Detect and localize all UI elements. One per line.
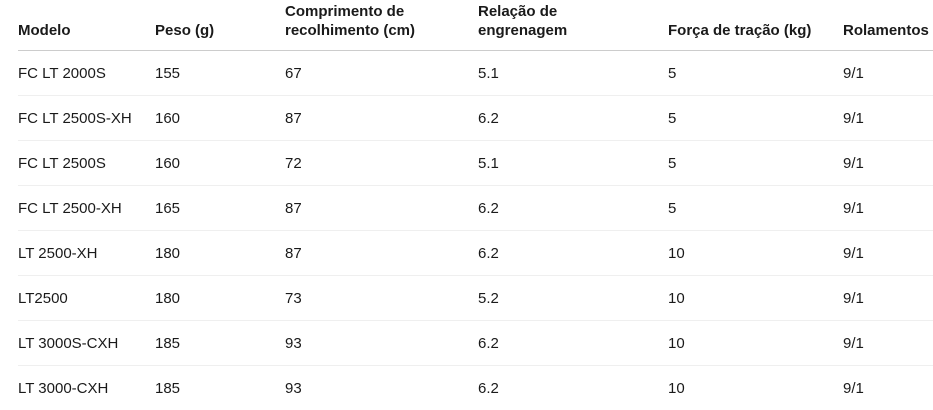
cell-modelo: FC LT 2500-XH — [18, 186, 155, 231]
cell-modelo: LT 2500-XH — [18, 231, 155, 276]
cell-forca: 5 — [668, 141, 843, 186]
cell-rolamentos: 9/1 — [843, 321, 933, 366]
cell-relacao: 5.1 — [478, 141, 668, 186]
cell-forca: 10 — [668, 366, 843, 410]
cell-forca: 10 — [668, 321, 843, 366]
column-header-modelo: Modelo — [18, 0, 155, 51]
table-row: LT 3000-CXH 185 93 6.2 10 9/1 — [18, 366, 933, 410]
column-header-rolamentos: Rolamentos — [843, 0, 933, 51]
cell-rolamentos: 9/1 — [843, 366, 933, 410]
cell-forca: 10 — [668, 276, 843, 321]
cell-peso: 185 — [155, 366, 285, 410]
cell-comprimento: 73 — [285, 276, 478, 321]
cell-peso: 155 — [155, 51, 285, 96]
cell-peso: 160 — [155, 96, 285, 141]
column-header-forca: Força de tração (kg) — [668, 0, 843, 51]
cell-comprimento: 67 — [285, 51, 478, 96]
table-header-row: Modelo Peso (g) Comprimento de recolhime… — [18, 0, 933, 51]
cell-comprimento: 93 — [285, 366, 478, 410]
cell-forca: 5 — [668, 96, 843, 141]
table-row: LT 2500-XH 180 87 6.2 10 9/1 — [18, 231, 933, 276]
cell-relacao: 6.2 — [478, 366, 668, 410]
cell-peso: 165 — [155, 186, 285, 231]
cell-rolamentos: 9/1 — [843, 96, 933, 141]
table-row: FC LT 2500S 160 72 5.1 5 9/1 — [18, 141, 933, 186]
specs-table: Modelo Peso (g) Comprimento de recolhime… — [18, 0, 933, 410]
cell-relacao: 6.2 — [478, 321, 668, 366]
table-row: FC LT 2500S-XH 160 87 6.2 5 9/1 — [18, 96, 933, 141]
cell-relacao: 6.2 — [478, 186, 668, 231]
cell-forca: 5 — [668, 51, 843, 96]
table-row: FC LT 2500-XH 165 87 6.2 5 9/1 — [18, 186, 933, 231]
cell-comprimento: 72 — [285, 141, 478, 186]
cell-rolamentos: 9/1 — [843, 231, 933, 276]
column-header-relacao: Relação de engrenagem — [478, 0, 668, 51]
cell-relacao: 5.2 — [478, 276, 668, 321]
cell-forca: 10 — [668, 231, 843, 276]
cell-forca: 5 — [668, 186, 843, 231]
cell-relacao: 5.1 — [478, 51, 668, 96]
column-header-peso: Peso (g) — [155, 0, 285, 51]
cell-comprimento: 87 — [285, 231, 478, 276]
cell-relacao: 6.2 — [478, 96, 668, 141]
table-row: LT 3000S-CXH 185 93 6.2 10 9/1 — [18, 321, 933, 366]
cell-modelo: LT 3000-CXH — [18, 366, 155, 410]
cell-peso: 180 — [155, 276, 285, 321]
cell-rolamentos: 9/1 — [843, 51, 933, 96]
column-header-comprimento: Comprimento de recolhimento (cm) — [285, 0, 478, 51]
cell-rolamentos: 9/1 — [843, 276, 933, 321]
cell-modelo: FC LT 2500S — [18, 141, 155, 186]
cell-modelo: LT2500 — [18, 276, 155, 321]
cell-rolamentos: 9/1 — [843, 186, 933, 231]
cell-comprimento: 87 — [285, 96, 478, 141]
cell-peso: 180 — [155, 231, 285, 276]
table-row: LT2500 180 73 5.2 10 9/1 — [18, 276, 933, 321]
cell-rolamentos: 9/1 — [843, 141, 933, 186]
cell-peso: 160 — [155, 141, 285, 186]
cell-modelo: FC LT 2500S-XH — [18, 96, 155, 141]
table-row: FC LT 2000S 155 67 5.1 5 9/1 — [18, 51, 933, 96]
cell-peso: 185 — [155, 321, 285, 366]
cell-modelo: LT 3000S-CXH — [18, 321, 155, 366]
cell-comprimento: 87 — [285, 186, 478, 231]
cell-relacao: 6.2 — [478, 231, 668, 276]
cell-modelo: FC LT 2000S — [18, 51, 155, 96]
cell-comprimento: 93 — [285, 321, 478, 366]
